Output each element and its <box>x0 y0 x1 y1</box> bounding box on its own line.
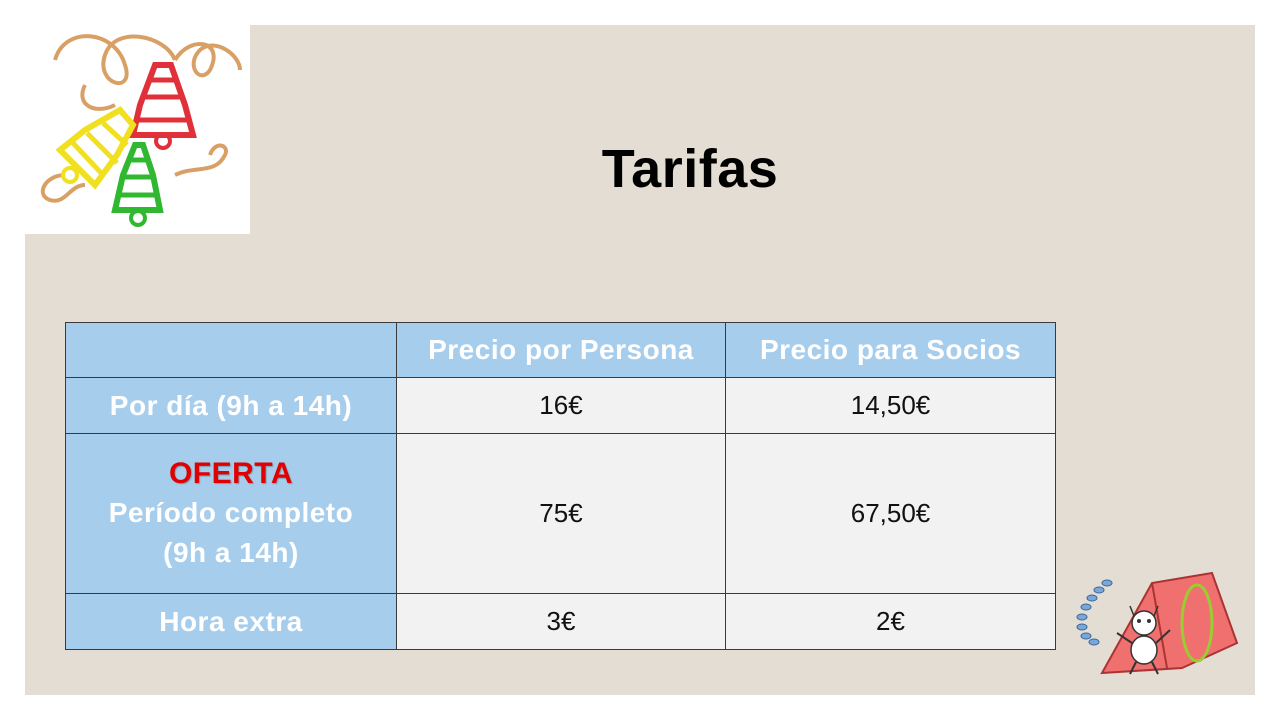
price-member-full-period: 67,50€ <box>725 433 1056 594</box>
page-title: Tarifas <box>601 139 779 199</box>
offer-label: OFERTA <box>168 456 294 490</box>
price-person-full-period: 75€ <box>396 433 726 594</box>
mascot-illustration <box>1076 571 1239 675</box>
table-row: Hora extra 3€ 2€ <box>65 593 1056 650</box>
table-row: Por día (9h a 14h) 16€ 14,50€ <box>65 377 1056 434</box>
row-label-full-period-line1: Período completo <box>108 496 354 528</box>
christmas-bells-image <box>25 25 250 234</box>
row-label-daily: Por día (9h a 14h) <box>65 377 397 434</box>
price-member-extra-hour: 2€ <box>725 593 1056 650</box>
header-price-member: Precio para Socios <box>725 322 1056 378</box>
mascot-book-image <box>1072 568 1247 683</box>
bells-illustration <box>40 34 242 227</box>
price-member-daily: 14,50€ <box>725 377 1056 434</box>
table-row: OFERTA Período completo (9h a 14h) 75€ 6… <box>65 433 1056 594</box>
row-label-extra-hour: Hora extra <box>65 593 397 650</box>
price-person-extra-hour: 3€ <box>396 593 726 650</box>
header-price-person: Precio por Persona <box>396 322 726 378</box>
price-table: Precio por Persona Precio para Socios Po… <box>65 322 1056 650</box>
row-label-full-period: OFERTA Período completo (9h a 14h) <box>65 433 397 594</box>
table-header-row: Precio por Persona Precio para Socios <box>65 322 1056 378</box>
price-person-daily: 16€ <box>396 377 726 434</box>
header-empty-cell <box>65 322 397 378</box>
row-label-full-period-line2: (9h a 14h) <box>163 536 299 568</box>
